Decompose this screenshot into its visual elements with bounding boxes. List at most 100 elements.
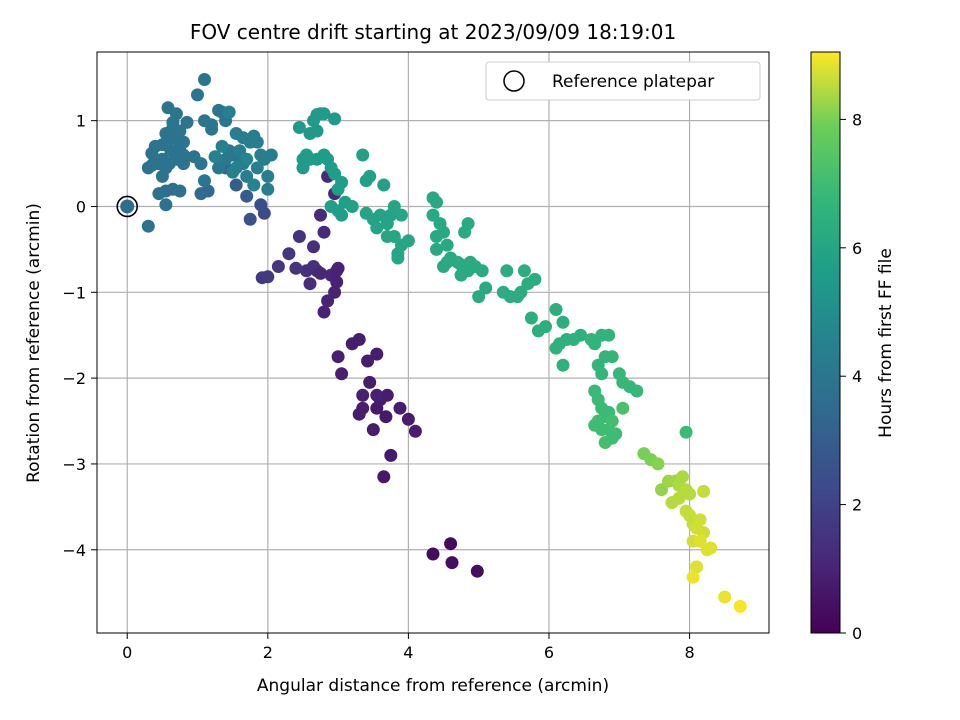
data-point xyxy=(255,271,269,285)
y-axis-label: Rotation from reference (arcmin) xyxy=(24,203,44,483)
data-point xyxy=(733,599,747,613)
data-point xyxy=(440,255,454,269)
data-point xyxy=(152,187,166,201)
data-point xyxy=(141,219,155,233)
colorbar-tick-label: 6 xyxy=(852,239,862,258)
data-point xyxy=(517,264,531,278)
y-tick-label: −2 xyxy=(62,369,86,388)
data-point xyxy=(310,108,324,122)
data-point xyxy=(331,350,345,364)
data-point xyxy=(300,264,313,278)
data-point xyxy=(177,135,190,149)
data-point xyxy=(212,161,226,175)
data-point xyxy=(271,260,285,273)
data-point xyxy=(282,247,296,261)
data-point xyxy=(254,198,268,212)
data-point xyxy=(198,174,211,188)
data-point xyxy=(289,261,303,275)
data-point xyxy=(461,217,475,231)
data-point xyxy=(445,556,459,570)
data-points xyxy=(141,73,747,613)
data-point xyxy=(686,570,700,584)
data-point xyxy=(233,144,247,158)
data-point xyxy=(229,178,243,192)
data-point xyxy=(574,328,588,342)
data-point xyxy=(387,200,401,213)
x-tick-label: 4 xyxy=(403,643,413,662)
reference-marker xyxy=(116,195,139,218)
data-point xyxy=(261,182,275,196)
data-point xyxy=(247,129,261,143)
legend-marker-reference xyxy=(503,70,525,92)
data-point xyxy=(303,277,317,291)
data-point xyxy=(394,208,408,222)
data-point xyxy=(314,266,327,280)
data-point xyxy=(314,208,327,222)
data-point xyxy=(430,195,443,209)
data-point xyxy=(444,537,458,551)
y-axis-ticks: 1 0 −1 −2 −3 −4 xyxy=(62,112,97,560)
data-point xyxy=(387,230,401,243)
data-point xyxy=(690,560,704,574)
data-point xyxy=(401,234,415,248)
data-point xyxy=(194,157,208,171)
data-point xyxy=(335,367,349,381)
data-point xyxy=(595,367,609,381)
data-point xyxy=(630,384,644,398)
data-point xyxy=(472,290,486,304)
chart-title: FOV centre drift starting at 2023/09/09 … xyxy=(190,20,676,44)
data-point xyxy=(205,118,219,132)
data-point xyxy=(475,264,489,278)
data-point xyxy=(356,148,370,162)
x-axis-ticks: 0 2 4 6 8 xyxy=(122,633,695,662)
colorbar-label: Hours from first FF file xyxy=(876,248,896,438)
data-point xyxy=(324,200,338,213)
data-point xyxy=(588,337,602,351)
data-point xyxy=(426,547,440,561)
data-point xyxy=(430,230,443,243)
x-tick-label: 2 xyxy=(263,643,273,662)
x-axis-label: Angular distance from reference (arcmin) xyxy=(257,676,609,696)
data-point xyxy=(602,328,616,342)
data-point xyxy=(198,73,211,86)
data-point xyxy=(240,152,254,166)
data-point xyxy=(208,150,222,164)
data-point xyxy=(180,115,194,129)
x-tick-label: 0 xyxy=(122,643,132,662)
data-point xyxy=(370,347,384,361)
data-point xyxy=(655,483,668,497)
data-point xyxy=(356,401,370,415)
x-tick-label: 6 xyxy=(544,643,554,662)
data-point xyxy=(514,285,528,299)
colorbar-ticks: 0 2 4 6 8 xyxy=(840,110,862,643)
colorbar xyxy=(810,51,841,634)
data-point xyxy=(549,341,563,355)
data-point xyxy=(173,124,187,138)
data-point xyxy=(408,424,422,438)
data-point xyxy=(261,169,275,183)
y-tick-label: −4 xyxy=(62,541,86,560)
data-point xyxy=(328,285,342,299)
data-point xyxy=(401,412,415,426)
data-point xyxy=(609,427,623,441)
data-point xyxy=(370,221,384,235)
data-point xyxy=(331,182,345,196)
data-point xyxy=(321,294,335,308)
data-point xyxy=(651,457,665,471)
data-point xyxy=(470,564,484,578)
legend-entry-reference: Reference platepar xyxy=(552,72,714,92)
data-point xyxy=(247,178,261,192)
data-point xyxy=(361,354,375,368)
data-point xyxy=(345,200,359,213)
data-point xyxy=(693,534,707,548)
data-point xyxy=(549,303,563,316)
x-tick-label: 8 xyxy=(684,643,694,662)
data-point xyxy=(556,358,570,372)
data-point xyxy=(539,320,552,334)
data-point xyxy=(363,169,377,183)
data-point xyxy=(430,242,443,256)
data-point xyxy=(191,88,204,102)
data-point xyxy=(679,425,693,439)
data-point xyxy=(335,208,349,222)
